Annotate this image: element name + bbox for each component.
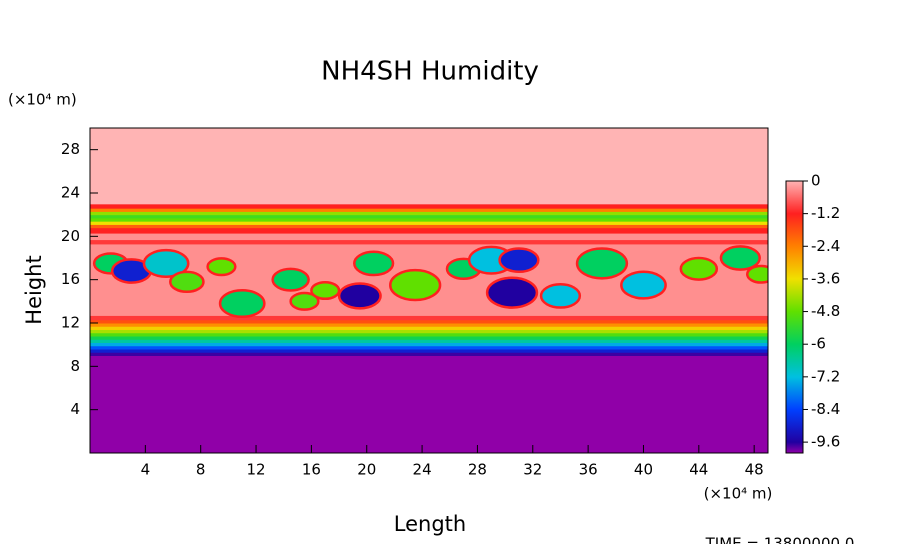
cloud-patch: [206, 257, 237, 277]
heat-row: [90, 239, 768, 245]
heat-row: [90, 217, 768, 222]
x-tick-label: 48: [745, 461, 764, 479]
x-unit: (×10⁴ m): [704, 485, 773, 503]
heat-row: [90, 336, 768, 340]
cloud-patch: [142, 248, 190, 278]
heat-row: [90, 233, 768, 241]
colorbar-tick-label: -1.2: [811, 204, 840, 222]
x-tick-label: 28: [468, 461, 487, 479]
cloud-patch: [679, 256, 719, 281]
colorbar-tick-label: -4.8: [811, 302, 840, 320]
cloud-patch: [289, 291, 320, 311]
cloud-patch: [218, 288, 266, 319]
x-tick-label: 32: [523, 461, 542, 479]
cloud-patch: [310, 280, 341, 301]
colorbar-tick-label: 0: [811, 172, 821, 190]
y-unit: (×10⁴ m): [8, 91, 77, 109]
cloud-patch: [337, 282, 382, 310]
heat-row: [90, 214, 768, 219]
x-tick-label: 24: [413, 461, 432, 479]
heat-row: [90, 323, 768, 327]
heat-row: [90, 315, 768, 321]
heat-row: [90, 349, 768, 353]
y-tick-label: 20: [61, 227, 80, 245]
heat-row: [90, 227, 768, 234]
cloud-patch: [575, 247, 629, 280]
cloud-patch: [485, 276, 539, 309]
x-tick-label: 8: [196, 461, 206, 479]
footer: TIME = 13800000.0: [705, 535, 855, 544]
colorbar: [785, 180, 804, 454]
x-tick-label: 4: [141, 461, 151, 479]
y-tick-label: 4: [70, 400, 80, 418]
heat-row: [90, 208, 768, 212]
y-tick-label: 16: [61, 270, 80, 288]
colorbar-tick-label: -6: [811, 335, 826, 353]
x-tick-label: 16: [302, 461, 321, 479]
heat-row: [90, 319, 768, 324]
x-tick-label: 20: [357, 461, 376, 479]
heat-row: [90, 224, 768, 229]
cloud-patch: [745, 264, 768, 284]
y-tick-label: 28: [61, 140, 80, 158]
colorbar-tick-label: -9.6: [811, 433, 840, 451]
cloud-patch: [719, 245, 761, 271]
cloud-patch: [539, 283, 582, 309]
y-tick-label: 8: [70, 357, 80, 375]
cloud-patch: [498, 247, 540, 274]
heat-row: [90, 332, 768, 337]
heat-row: [90, 339, 768, 343]
heat-row: [90, 326, 768, 330]
heat-row: [90, 128, 768, 205]
x-tick-label: 44: [689, 461, 708, 479]
cloud-patch: [271, 267, 310, 292]
x-tick-label: 40: [634, 461, 653, 479]
y-tick-label: 24: [61, 184, 80, 202]
colorbar-tick-label: -3.6: [811, 269, 840, 287]
cloud-patch: [620, 270, 667, 300]
heat-row: [90, 342, 768, 347]
y-tick-label: 12: [61, 314, 80, 332]
x-axis-label: Length: [394, 512, 466, 536]
cloud-patch: [169, 270, 205, 294]
x-tick-label: 36: [579, 461, 598, 479]
heat-row: [90, 203, 768, 209]
heat-row: [90, 221, 768, 225]
colorbar-tick-label: -8.4: [811, 400, 840, 418]
heat-row: [90, 329, 768, 334]
plot-frame: [89, 127, 769, 454]
cloud-patch: [353, 250, 395, 277]
heat-row: [90, 352, 768, 356]
plot-area: [90, 128, 768, 453]
heat-row: [90, 355, 768, 453]
heat-row: [90, 345, 768, 350]
chart-title: NH4SH Humidity: [321, 57, 539, 87]
cloud-patch: [389, 268, 442, 302]
colorbar-tick-label: -7.2: [811, 367, 840, 385]
heat-row: [90, 211, 768, 216]
y-axis-label: Height: [22, 255, 46, 324]
x-tick-label: 12: [246, 461, 265, 479]
colorbar-tick-label: -2.4: [811, 237, 840, 255]
